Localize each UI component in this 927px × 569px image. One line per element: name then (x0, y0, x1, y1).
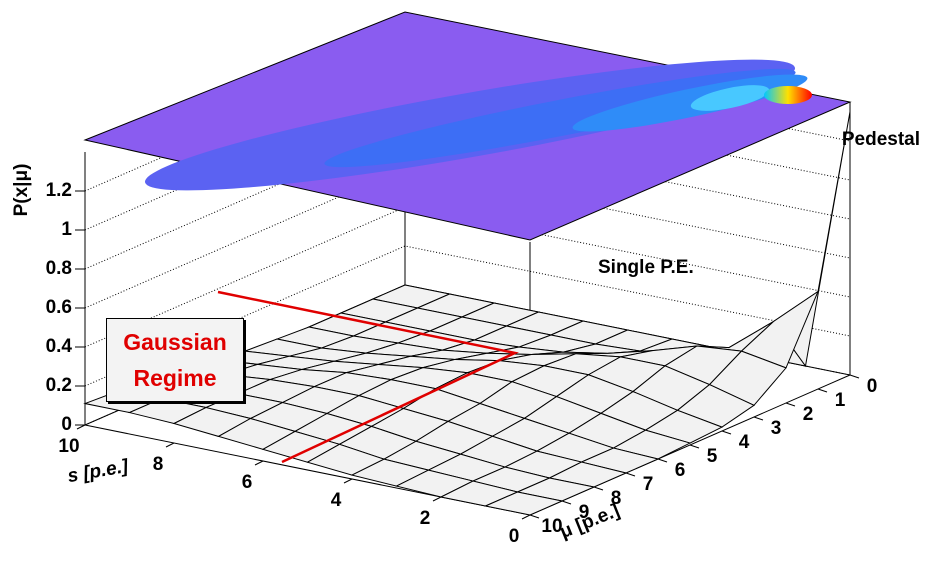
y-tick (817, 388, 828, 393)
z-axis-title: P(x|μ) (11, 164, 32, 217)
annotation-line (217, 290, 519, 464)
grid-line (84, 206, 851, 348)
z-tick-label: 0.4 (46, 336, 73, 357)
y-tick (785, 402, 796, 407)
contour-projection (83, 11, 852, 241)
y-tick-label: 6 (675, 460, 686, 481)
y-axis-title: μ [p.e.] (557, 500, 623, 543)
y-tick (721, 430, 732, 435)
grid-line (84, 167, 851, 309)
y-tick-label: 9 (579, 502, 590, 523)
x-tick-label: 10 (58, 436, 79, 457)
x-tick (521, 514, 531, 520)
y-tick-label: 4 (739, 432, 750, 453)
y-tick (689, 444, 700, 449)
x-tick-label: 0 (509, 526, 520, 547)
x-tick-label: 6 (242, 472, 253, 493)
y-tick-label: 2 (803, 404, 814, 425)
y-tick (593, 486, 604, 491)
y-tick-label: 7 (643, 474, 654, 495)
z-tick-label: 1 (61, 219, 72, 240)
z-tick-label: 0.2 (46, 375, 72, 396)
x-axis-title: s [p.e.] (66, 456, 131, 487)
x-tick (76, 424, 86, 430)
y-tick (753, 416, 764, 421)
y-tick (657, 458, 668, 463)
x-tick (254, 460, 264, 466)
single-pe-label: Single P.E. (598, 257, 694, 278)
y-tick-label: 5 (707, 446, 718, 467)
surface (83, 111, 851, 516)
y-tick-label: 10 (541, 516, 562, 537)
z-tick-label: 0 (61, 414, 72, 435)
gaussian-regime-label: Gaussian Regime (106, 318, 244, 402)
x-tick-label: 4 (331, 490, 342, 511)
x-tick (432, 496, 442, 502)
y-tick-label: 1 (835, 390, 846, 411)
x-tick-label: 2 (420, 508, 431, 529)
y-tick-label: 3 (771, 418, 782, 439)
y-tick (561, 500, 572, 505)
y-tick (625, 472, 636, 477)
x-tick-label: 8 (153, 454, 164, 475)
z-tick-label: 0.8 (46, 258, 72, 279)
x-tick (343, 478, 353, 484)
y-tick-label: 8 (611, 488, 622, 509)
grid-line (84, 245, 851, 387)
z-tick-label: 1.2 (46, 180, 72, 201)
y-tick (849, 374, 860, 379)
grid-line (84, 128, 851, 270)
pedestal-label: Pedestal (842, 129, 920, 150)
z-tick-label: 0.6 (46, 297, 72, 318)
surface-cell (483, 491, 564, 516)
y-tick (529, 514, 540, 519)
x-tick (165, 442, 175, 448)
y-tick-label: 0 (867, 376, 878, 397)
